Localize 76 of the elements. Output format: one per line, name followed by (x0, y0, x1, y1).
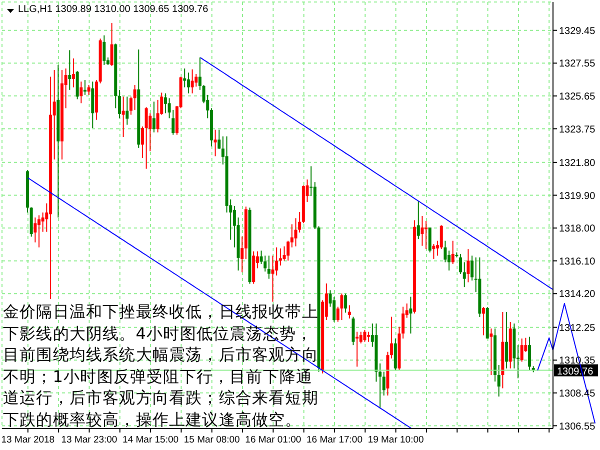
candlestick (267, 255, 270, 280)
candlestick (416, 200, 420, 240)
candlestick (68, 50, 72, 90)
x-tick-label: 14 Mar 15:00 (122, 434, 179, 446)
candlestick (420, 215, 424, 246)
y-tick-label: 1319.90 (559, 190, 596, 202)
candlestick (462, 262, 466, 288)
candlestick (505, 311, 508, 369)
candlestick (152, 101, 156, 133)
x-tick-label: 16 Mar 01:00 (245, 434, 302, 446)
y-tick-label: 1327.55 (559, 58, 596, 70)
candlestick (214, 129, 217, 157)
line-series (200, 57, 554, 290)
y-tick-label: 1329.45 (559, 26, 596, 37)
candlestick (80, 81, 83, 104)
candlestick (466, 248, 470, 283)
candlestick (164, 92, 167, 114)
x-tick-label: 13 Mar 2018 (1, 434, 55, 446)
candlestick (470, 255, 474, 282)
candlestick (133, 84, 136, 110)
candlestick (348, 304, 351, 320)
candlestick (432, 244, 436, 260)
candlestick (286, 240, 290, 262)
candlestick (497, 364, 500, 398)
line-series (537, 302, 596, 424)
candlestick (140, 126, 144, 158)
candlestick (390, 316, 394, 359)
candlestick (218, 129, 221, 150)
candlestick (528, 336, 532, 370)
candlestick (409, 296, 412, 334)
candlestick (482, 306, 486, 336)
candlestick (110, 22, 114, 67)
candlestick (382, 371, 386, 396)
candlestick (451, 240, 454, 264)
x-tick-label: 13 Mar 23:00 (61, 434, 118, 446)
candlestick (72, 58, 75, 88)
x-tick-label: 15 Mar 08:00 (184, 434, 240, 446)
y-tick-label: 1314.20 (559, 289, 596, 300)
candlestick (367, 331, 370, 342)
candlestick (428, 227, 432, 253)
candlestick (440, 224, 443, 250)
candlestick (37, 214, 40, 248)
y-tick-label: 1325.65 (559, 91, 596, 102)
candlestick (34, 216, 37, 243)
candlestick (520, 338, 524, 362)
candlestick (340, 292, 344, 321)
candlestick (102, 34, 106, 66)
candlestick (352, 316, 355, 346)
x-tick-label: 19 Mar 10:00 (368, 434, 424, 446)
candlestick (459, 253, 462, 274)
candlestick (144, 106, 148, 170)
candlestick (359, 331, 362, 344)
candlestick (444, 240, 447, 263)
candlestick (186, 72, 190, 94)
candlestick (363, 329, 366, 342)
x-tick-label: 16 Mar 17:00 (306, 434, 362, 446)
candlestick (490, 328, 493, 376)
y-tick-label: 1323.75 (559, 124, 596, 136)
candlestick (122, 96, 125, 138)
candlestick (378, 362, 382, 409)
y-tick-label: 1306.55 (559, 421, 596, 432)
candlestick (190, 68, 194, 94)
y-tick-label: 1321.80 (559, 158, 596, 169)
candlestick (87, 84, 90, 96)
y-tick-label: 1316.10 (559, 256, 596, 268)
chart-title: LLG,H1 1309.89 1310.00 1309.65 1309.76 (18, 4, 208, 16)
candlestick (129, 96, 132, 116)
candlestick (278, 248, 282, 266)
y-tick-label: 1318.00 (559, 224, 596, 235)
candlestick (448, 250, 451, 272)
candlestick (126, 96, 129, 126)
candlestick (402, 306, 405, 340)
candlestick (198, 56, 202, 90)
candlestick (332, 296, 336, 322)
candlestick (344, 293, 348, 314)
candlestick (118, 89, 121, 119)
